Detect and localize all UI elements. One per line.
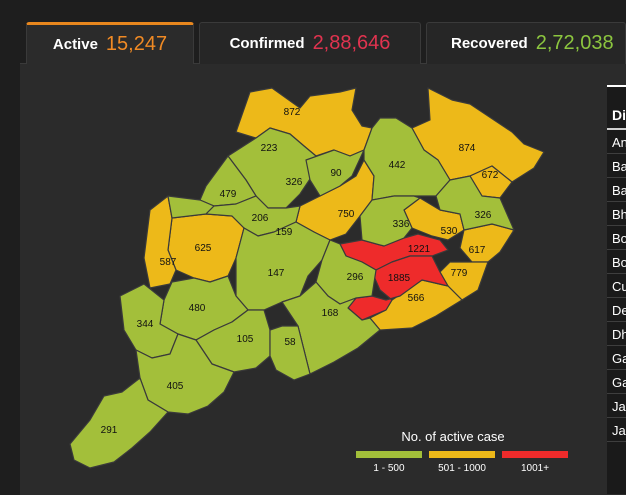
district-row[interactable]: Dh (607, 322, 626, 346)
tab-confirmed-label: Confirmed (229, 35, 305, 52)
district-row[interactable]: Bo (607, 250, 626, 274)
district-row[interactable]: An (607, 130, 626, 154)
district-row[interactable]: Bo (607, 226, 626, 250)
legend-label-mid: 501 - 1000 (438, 463, 486, 474)
district-value: 779 (451, 268, 468, 279)
district-value: 223 (261, 143, 278, 154)
district-value: 296 (347, 272, 364, 283)
legend-title: No. of active case (401, 429, 504, 444)
legend-label-high: 1001+ (521, 463, 549, 474)
district-value: 872 (284, 107, 301, 118)
district-value: 530 (441, 226, 458, 237)
tab-active-value: 15,247 (105, 33, 168, 55)
district-row[interactable]: Ja (607, 418, 626, 442)
district-value: 168 (322, 308, 339, 319)
district-row[interactable]: Ba (607, 178, 626, 202)
district-row[interactable]: Cu (607, 274, 626, 298)
legend-swatch-low (356, 451, 422, 458)
tab-recovered-label: Recovered (451, 35, 528, 52)
district-row[interactable]: Ga (607, 346, 626, 370)
district-value: 105 (237, 334, 254, 345)
odisha-district-map: 872 223 874 442 326 90 672 479 206 750 3… (69, 87, 568, 474)
district-row[interactable]: De (607, 298, 626, 322)
district-value: 1221 (408, 244, 431, 255)
district-row[interactable]: Ja (607, 394, 626, 418)
district-value: 159 (276, 227, 293, 238)
district-shape[interactable] (305, 149, 365, 197)
tab-confirmed-value: 2,88,646 (312, 32, 391, 54)
district-shape[interactable] (359, 195, 421, 247)
tab-active[interactable]: Active 15,247 (26, 22, 194, 64)
district-value: 326 (286, 177, 303, 188)
district-row[interactable]: Ga (607, 370, 626, 394)
district-value: 566 (408, 293, 425, 304)
district-value: 480 (189, 303, 206, 314)
tab-recovered-value: 2,72,038 (535, 32, 614, 54)
district-value: 750 (338, 209, 355, 220)
district-value: 442 (389, 160, 406, 171)
district-value: 672 (482, 170, 499, 181)
district-value: 874 (459, 143, 476, 154)
district-value: 326 (475, 210, 492, 221)
tab-active-label: Active (52, 36, 98, 53)
legend-label-low: 1 - 500 (373, 463, 405, 474)
district-value: 344 (137, 319, 154, 330)
district-value: 147 (268, 268, 285, 279)
legend-swatch-high (502, 451, 568, 458)
district-row[interactable]: Ba (607, 154, 626, 178)
district-value: 479 (220, 189, 237, 200)
district-value: 617 (469, 245, 486, 256)
legend-swatch-mid (429, 451, 495, 458)
district-shape[interactable] (435, 175, 515, 231)
district-value: 405 (167, 381, 184, 392)
district-value: 90 (330, 168, 342, 179)
district-value: 587 (160, 257, 177, 268)
district-value: 336 (393, 219, 410, 230)
district-table-header[interactable]: Di (607, 85, 626, 130)
district-value: 1885 (388, 273, 411, 284)
district-value: 625 (195, 243, 212, 254)
district-value: 58 (284, 337, 296, 348)
district-table: Di An Ba Ba Bh Bo Bo Cu De Dh Ga Ga Ja J… (607, 85, 626, 494)
district-value: 291 (101, 425, 118, 436)
district-shape[interactable] (69, 377, 169, 469)
district-shape[interactable] (269, 325, 311, 381)
district-value: 206 (252, 213, 269, 224)
tab-confirmed[interactable]: Confirmed 2,88,646 (199, 22, 421, 64)
district-row[interactable]: Bh (607, 202, 626, 226)
